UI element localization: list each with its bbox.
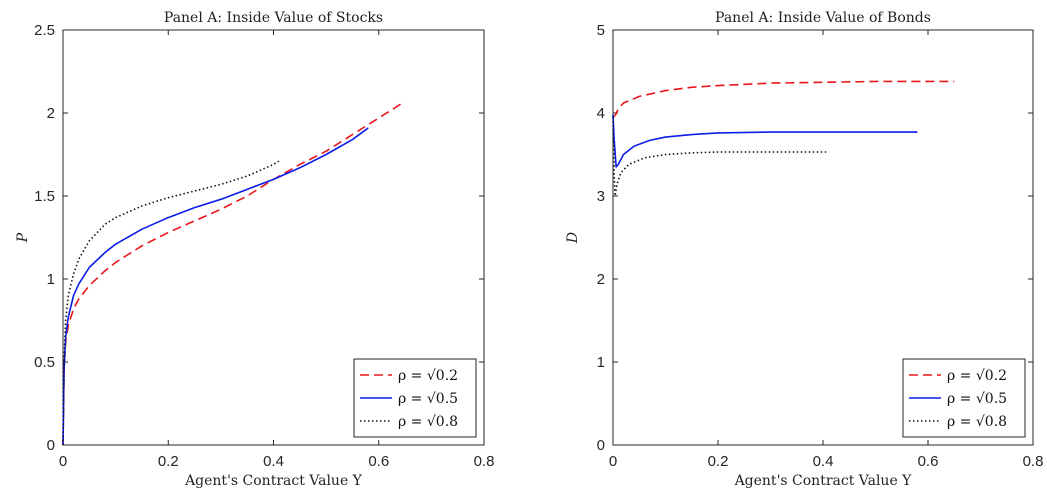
y-axis-label: D xyxy=(565,232,581,244)
series-line-0 xyxy=(62,102,403,446)
y-tick-label: 2.5 xyxy=(34,22,55,39)
series-line-1 xyxy=(612,114,918,168)
chart-title: Panel A: Inside Value of Stocks xyxy=(164,10,383,26)
x-tick-label: 0 xyxy=(59,453,67,470)
panel-stocks: Panel A: Inside Value of Stocks 0 0.2 0.4 0.… xyxy=(15,10,494,489)
x-tick-label: 0.6 xyxy=(368,453,389,470)
legend-label-1: ρ = √0.5 xyxy=(947,391,1007,407)
y-tick-label: 1 xyxy=(597,354,605,371)
legend: ρ = √0.2 ρ = √0.5 ρ = √0.8 xyxy=(353,358,477,438)
panel-bonds: Panel A: Inside Value of Bonds 0 0.2 0.4 0.6… xyxy=(565,10,1043,489)
legend: ρ = √0.2 ρ = √0.5 ρ = √0.8 xyxy=(902,358,1026,438)
y-tick-label: 1.5 xyxy=(34,188,55,205)
y-tick-label: 0 xyxy=(597,437,605,454)
y-tick-label: 2 xyxy=(47,105,55,122)
legend-label-0: ρ = √0.2 xyxy=(947,368,1007,384)
x-tick-label: 0.4 xyxy=(263,453,284,470)
y-tick-label: 4 xyxy=(597,105,605,122)
y-tick-label: 3 xyxy=(597,188,605,205)
legend-label-1: ρ = √0.5 xyxy=(398,391,458,407)
series-line-1 xyxy=(62,127,369,446)
y-tick-label: 0 xyxy=(47,437,55,454)
x-tick-label: 0 xyxy=(609,453,617,470)
x-tick-label: 0.6 xyxy=(918,453,939,470)
legend-label-0: ρ = √0.2 xyxy=(398,368,458,384)
series-line-2 xyxy=(62,160,280,446)
legend-label-2: ρ = √0.8 xyxy=(398,414,458,430)
x-tick-label: 0.8 xyxy=(1023,453,1044,470)
x-tick-label: 0.2 xyxy=(708,453,729,470)
legend-label-2: ρ = √0.8 xyxy=(947,414,1007,430)
x-axis-label: Agent's Contract Value Y xyxy=(734,473,913,489)
y-tick-label: 0.5 xyxy=(34,354,55,371)
x-tick-label: 0.8 xyxy=(474,453,495,470)
x-axis-label: Agent's Contract Value Y xyxy=(184,473,363,489)
y-axis-label: P xyxy=(15,232,31,243)
y-tick-label: 2 xyxy=(597,271,605,288)
series-line-0 xyxy=(612,80,955,118)
x-tick-label: 0.4 xyxy=(813,453,834,470)
y-tick-label: 1 xyxy=(47,271,55,288)
y-tick-label: 5 xyxy=(597,22,605,39)
x-tick-label: 0.2 xyxy=(158,453,179,470)
chart-title: Panel A: Inside Value of Bonds xyxy=(715,10,931,26)
